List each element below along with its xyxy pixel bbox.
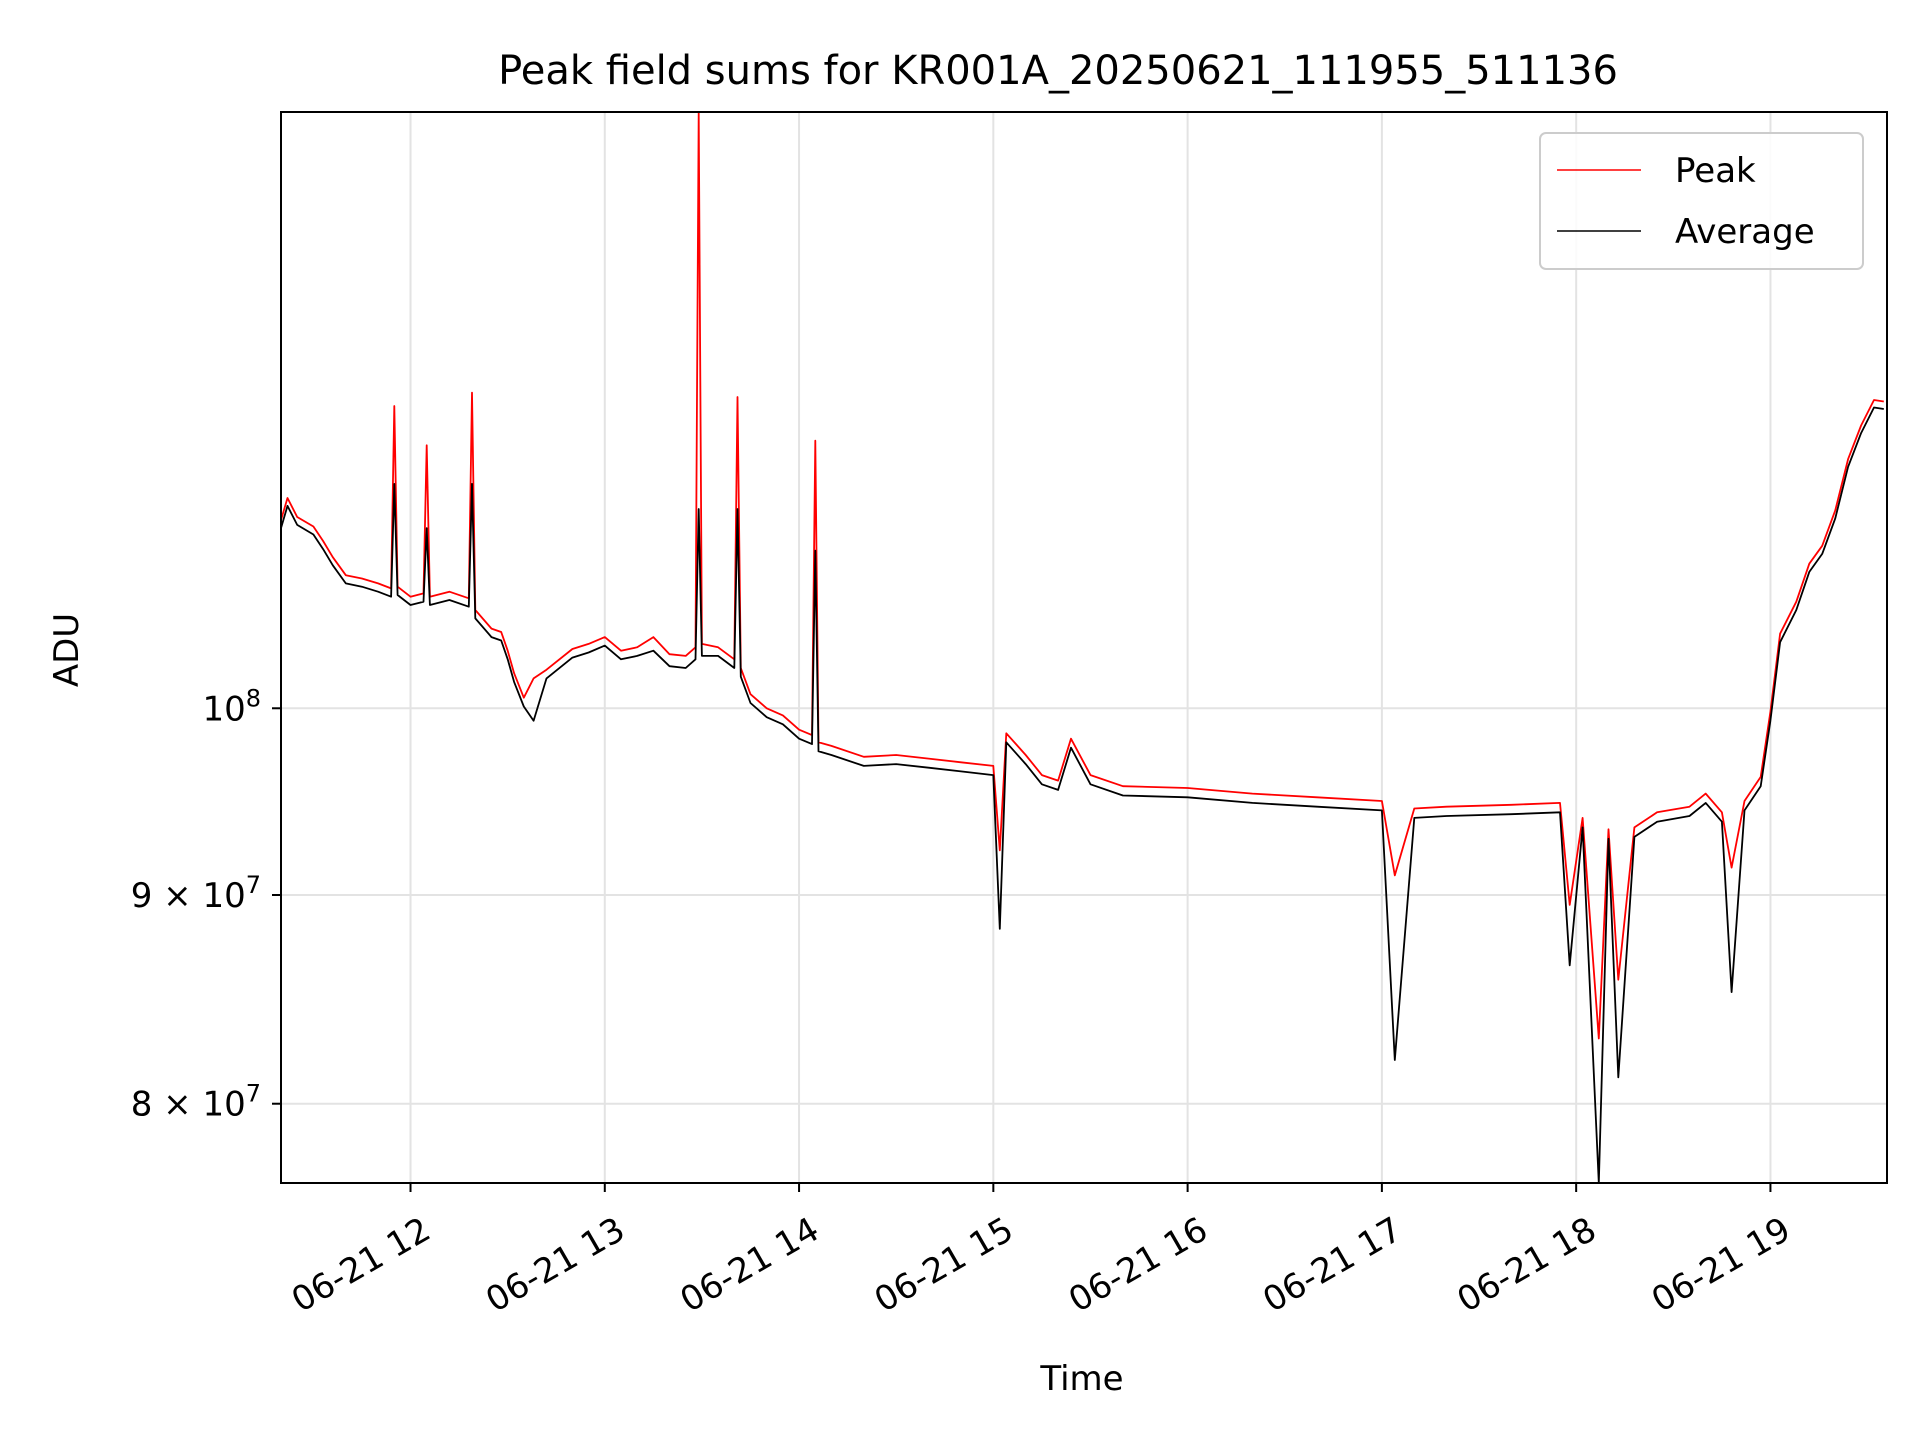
x-axis-label: Time [1039, 1359, 1123, 1399]
y-tick-label: 9 × 107 [131, 871, 261, 916]
y-axis: 108 9 × 107 8 × 107 [131, 684, 281, 1125]
plot-frame [280, 111, 1888, 1184]
y-tick-label: 8 × 107 [131, 1080, 261, 1125]
series-layer [280, 111, 1884, 1184]
legend: Peak Average [1539, 132, 1864, 270]
series-line-peak [280, 111, 1884, 1040]
legend-label-average: Average [1675, 212, 1815, 252]
legend-box [1539, 132, 1864, 270]
legend-label-peak: Peak [1675, 151, 1756, 191]
chart-title: Peak field sums for KR001A_20250621_1119… [498, 48, 1618, 94]
y-tick-label: 108 [202, 684, 261, 729]
y-axis-label: ADU [47, 613, 87, 687]
series-line-average [280, 406, 1884, 1184]
grid-lines [281, 112, 1887, 1183]
